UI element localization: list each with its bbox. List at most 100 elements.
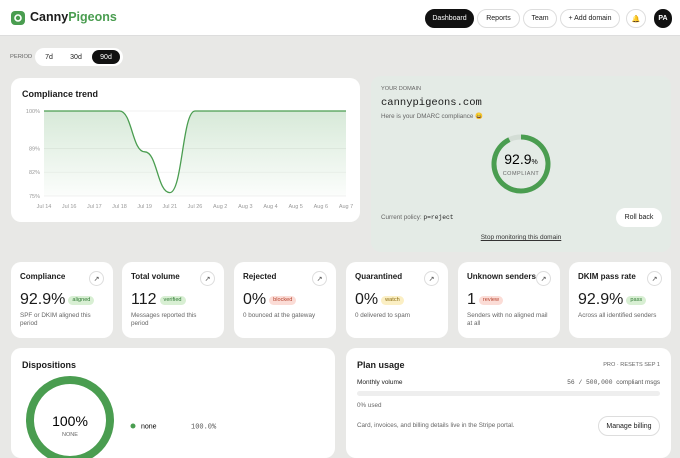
y-tick-label: 82% xyxy=(29,170,40,176)
nav-button[interactable]: Reports xyxy=(477,9,520,28)
stat-title: Quarantined xyxy=(355,272,402,281)
plan-used: 56 xyxy=(567,379,575,386)
x-tick-label: Jul 16 xyxy=(62,204,77,210)
x-tick-label: Jul 19 xyxy=(137,204,152,210)
trend-chart: 100% 89% 82% 75% Jul 14 Jul 16 Jul 17 Jul 18 Jul… xyxy=(11,78,360,222)
stat-note: Messages reported this period xyxy=(131,312,213,328)
stat-value: 92.9% xyxy=(578,291,623,308)
legend-dot xyxy=(131,424,136,429)
stat-note: 0 bounced at the gateway xyxy=(243,312,325,320)
plan-tier: PRO · RESETS SEP 1 xyxy=(603,362,660,368)
x-tick-label: Aug 3 xyxy=(238,204,252,210)
brand[interactable]: CannyPigeons xyxy=(30,10,117,24)
plan-metric: Monthly volume xyxy=(357,379,403,386)
y-tick-label: 75% xyxy=(29,194,40,200)
manage-billing-button[interactable]: Manage billing xyxy=(598,416,660,436)
legend-value: 100.0% xyxy=(191,424,217,432)
domain-name: cannypigeons.com xyxy=(381,97,482,109)
stat-title: DKIM pass rate xyxy=(578,272,636,281)
plan-used-label: 0% used xyxy=(357,402,382,409)
plan-title: Plan usage xyxy=(357,360,405,370)
trend-area xyxy=(44,111,346,196)
x-tick-label: Jul 14 xyxy=(37,204,52,210)
stat-link[interactable]: ↗ xyxy=(89,271,104,286)
stat-card: DKIM pass rate ↗92.9%pass Across all ident… xyxy=(569,262,671,338)
period-option[interactable]: 7d xyxy=(38,50,60,64)
logo-icon xyxy=(11,11,25,25)
bell-button[interactable]: 🔔 xyxy=(626,9,646,28)
stat-title: Compliance xyxy=(20,272,65,281)
stat-value-row: 92.9%pass xyxy=(578,291,646,309)
period-label: PERIOD xyxy=(10,54,32,60)
brand-b: Pigeons xyxy=(68,10,117,24)
stat-value: 112 xyxy=(131,291,157,308)
stat-note: Across all identified senders xyxy=(578,312,660,320)
score-unit: % xyxy=(532,159,538,166)
nav-button[interactable]: Dashboard xyxy=(425,9,474,28)
score-value: 92.9 xyxy=(504,151,531,167)
stat-title: Total volume xyxy=(131,272,180,281)
nav-button[interactable]: Team xyxy=(523,9,557,28)
y-tick-label: 89% xyxy=(29,146,40,152)
plan-usage: 56 / 500,000 compliant msgs xyxy=(567,379,660,386)
stat-title: Rejected xyxy=(243,272,276,281)
policy-label: Current policy: xyxy=(381,214,422,221)
x-tick-label: Jul 18 xyxy=(112,204,127,210)
y-tick-label: 100% xyxy=(26,109,40,115)
plan-note: Card, invoices, and billing details live… xyxy=(357,422,515,429)
stat-value-row: 0%blocked xyxy=(243,291,296,309)
score-label: COMPLIANT xyxy=(503,171,540,177)
x-tick-label: Aug 5 xyxy=(288,204,302,210)
x-tick-label: Aug 6 xyxy=(314,204,328,210)
stat-badge: aligned xyxy=(68,296,94,305)
x-tick-label: Jul 21 xyxy=(162,204,177,210)
period-option[interactable]: 30d xyxy=(62,50,90,64)
x-tick-label: Aug 2 xyxy=(213,204,227,210)
nav-button[interactable]: + Add domain xyxy=(560,9,620,28)
plan-quota: 500,000 xyxy=(586,379,612,386)
plan-separator: / xyxy=(578,379,582,386)
stop-monitoring-link[interactable]: Stop monitoring this domain xyxy=(371,234,671,241)
stat-card: Quarantined ↗ 0%watch 0 delivered to spam xyxy=(346,262,448,338)
stat-badge: blocked xyxy=(269,296,296,305)
domain-label: YOUR DOMAIN xyxy=(381,86,421,92)
brand-a: Canny xyxy=(30,10,68,24)
stat-badge: verified xyxy=(160,296,186,305)
stat-value-row: 92.9%aligned xyxy=(20,291,94,309)
stat-note: 0 delivered to spam xyxy=(355,312,437,320)
stat-link[interactable]: ↗ xyxy=(312,271,327,286)
stat-link[interactable]: ↗ xyxy=(200,271,215,286)
stat-card: Rejected ↗ 0%blocked 0 bounced at the gatew… xyxy=(234,262,336,338)
stat-value: 0% xyxy=(355,291,378,308)
x-tick-label: Jul 26 xyxy=(188,204,203,210)
policy: Current policy: p=reject xyxy=(381,214,454,221)
stat-link[interactable]: ↗ xyxy=(536,271,551,286)
domain-subtitle: Here is your DMARC compliance 😄 xyxy=(381,112,483,120)
avatar[interactable]: PA xyxy=(654,9,672,28)
stat-note: Senders with no aligned mail at all xyxy=(467,312,549,328)
x-tick-label: Jul 17 xyxy=(87,204,102,210)
stat-link[interactable]: ↗ xyxy=(647,271,662,286)
stat-value-row: 0%watch xyxy=(355,291,404,309)
roll-back-button[interactable]: Roll back xyxy=(616,208,662,227)
domain-card: YOUR DOMAIN cannypigeons.com Here is you… xyxy=(371,76,671,252)
stat-value: 92.9% xyxy=(20,291,65,308)
plan-card: Plan usage PRO · RESETS SEP 1 Monthly vo… xyxy=(346,348,671,458)
stat-badge: watch xyxy=(381,296,404,305)
x-tick-label: Aug 4 xyxy=(263,204,277,210)
center-label: NONE xyxy=(62,432,78,438)
stat-link[interactable]: ↗ xyxy=(424,271,439,286)
period-option[interactable]: 90d xyxy=(92,50,120,64)
x-tick-label: Aug 7 xyxy=(339,204,353,210)
stat-value: 1 xyxy=(467,291,476,308)
